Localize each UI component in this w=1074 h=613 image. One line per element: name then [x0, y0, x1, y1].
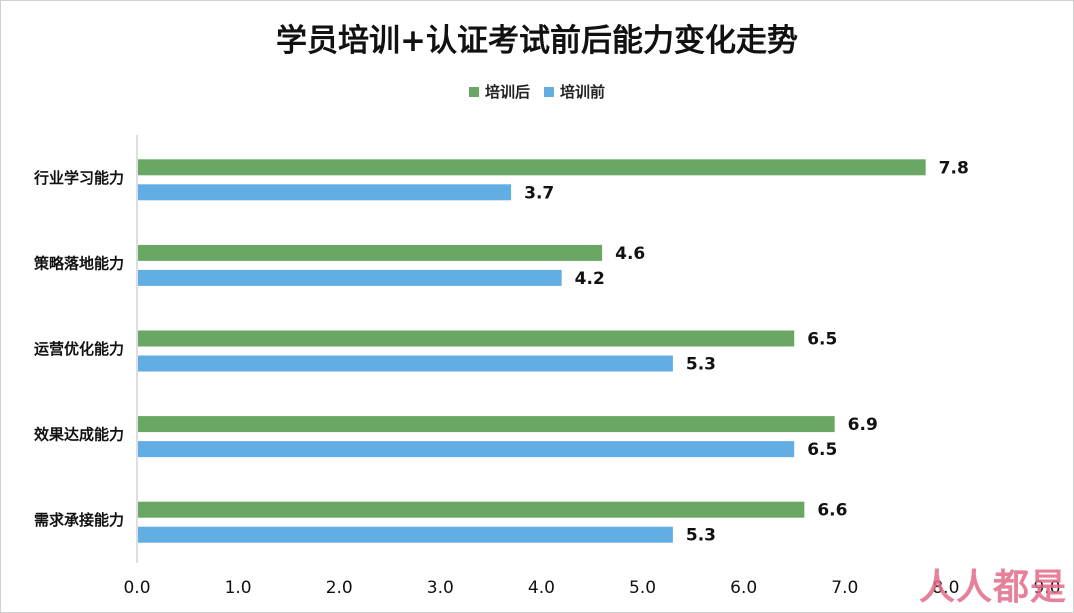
- category-label: 运营优化能力: [34, 340, 124, 358]
- bar-after: [138, 244, 603, 261]
- bar-before: [138, 526, 673, 543]
- legend-label-after: 培训后: [484, 83, 530, 101]
- x-tick-label: 5.0: [629, 578, 656, 598]
- category-label: 需求承接能力: [34, 511, 124, 529]
- legend-swatch-after: [468, 86, 479, 97]
- x-tick-label: 6.0: [730, 578, 757, 598]
- data-label: 7.8: [939, 158, 969, 178]
- bar-before: [138, 184, 512, 201]
- legend: 培训后 培训前: [1, 81, 1073, 102]
- x-tick-label: 4.0: [528, 578, 555, 598]
- bar-after: [138, 501, 805, 518]
- bar-before: [138, 441, 795, 458]
- category-label: 策略落地能力: [33, 254, 124, 272]
- data-label: 5.3: [686, 526, 716, 546]
- data-label: 6.5: [807, 440, 837, 460]
- data-label: 4.6: [615, 244, 645, 264]
- x-tick-label: 3.0: [427, 578, 454, 598]
- bar-after: [138, 330, 795, 347]
- bar-before: [138, 269, 562, 286]
- legend-item-after: 培训后: [468, 81, 530, 102]
- legend-item-before: 培训前: [544, 81, 605, 102]
- category-label: 行业学习能力: [33, 169, 124, 187]
- watermark-logo: 人人都是: [918, 567, 1067, 608]
- x-tick-label: 9.0: [1033, 578, 1060, 598]
- data-label: 3.7: [524, 183, 554, 203]
- x-tick-label: 8.0: [932, 578, 959, 598]
- data-label: 6.9: [848, 415, 878, 435]
- legend-swatch-before: [544, 86, 554, 97]
- data-label: 4.2: [575, 269, 605, 289]
- x-tick-label: 0.0: [123, 578, 150, 598]
- chart-title: 学员培训+认证考试前后能力变化走势: [276, 23, 798, 59]
- data-label: 5.3: [686, 355, 716, 375]
- data-label: 6.6: [817, 501, 847, 521]
- x-tick-label: 7.0: [831, 578, 858, 598]
- bar-after: [138, 159, 926, 176]
- bar-before: [138, 355, 673, 372]
- legend-label-before: 培训前: [560, 83, 606, 101]
- category-label: 效果达成能力: [34, 426, 124, 444]
- x-tick-label: 2.0: [326, 578, 353, 598]
- x-tick-label: 1.0: [225, 578, 252, 598]
- data-label: 6.5: [807, 330, 837, 350]
- bar-after: [138, 416, 835, 433]
